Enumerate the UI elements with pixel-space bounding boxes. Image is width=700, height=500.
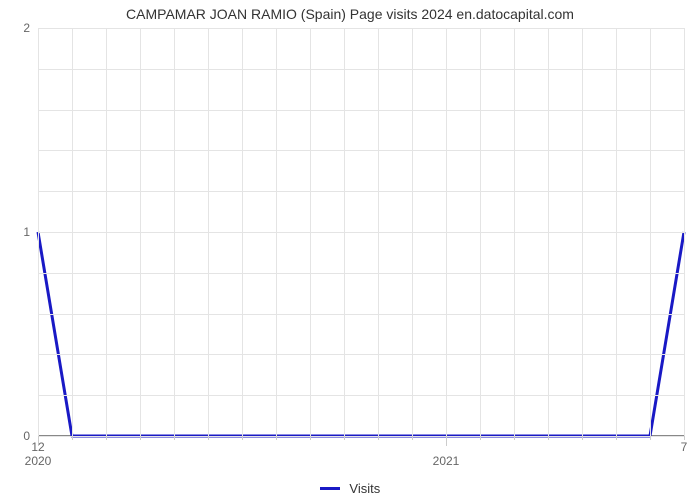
grid-line-vertical xyxy=(446,28,447,436)
grid-line-vertical xyxy=(174,28,175,436)
x-tick-mark xyxy=(514,436,515,440)
grid-line-horizontal xyxy=(38,28,684,29)
grid-line-vertical xyxy=(616,28,617,436)
x-tick-mark xyxy=(310,436,311,440)
grid-line-horizontal xyxy=(38,354,684,355)
chart-container: CAMPAMAR JOAN RAMIO (Spain) Page visits … xyxy=(0,0,700,500)
x-tick-mark xyxy=(378,436,379,440)
legend-label: Visits xyxy=(349,481,380,496)
y-tick-label: 1 xyxy=(23,225,38,239)
x-tick-mark xyxy=(650,436,651,440)
x-tick-mark xyxy=(548,436,549,440)
grid-line-horizontal xyxy=(38,69,684,70)
x-tick-label-minor: 7 xyxy=(681,436,688,454)
plot-area: 01212720202021 xyxy=(38,28,684,436)
x-tick-mark xyxy=(412,436,413,440)
grid-line-vertical xyxy=(650,28,651,436)
grid-line-vertical xyxy=(548,28,549,436)
grid-line-horizontal xyxy=(38,150,684,151)
grid-line-vertical xyxy=(72,28,73,436)
grid-line-horizontal xyxy=(38,314,684,315)
x-tick-mark xyxy=(480,436,481,440)
grid-line-vertical xyxy=(276,28,277,436)
x-tick-label-major: 2021 xyxy=(433,436,460,468)
x-tick-mark xyxy=(174,436,175,440)
y-tick-label: 2 xyxy=(23,21,38,35)
grid-line-vertical xyxy=(412,28,413,436)
grid-line-vertical xyxy=(242,28,243,436)
grid-line-horizontal xyxy=(38,110,684,111)
legend: Visits xyxy=(0,480,700,496)
grid-line-vertical xyxy=(480,28,481,436)
x-tick-mark xyxy=(208,436,209,440)
grid-line-vertical xyxy=(378,28,379,436)
legend-swatch xyxy=(320,487,340,490)
visits-polyline xyxy=(38,232,684,436)
grid-line-horizontal xyxy=(38,273,684,274)
x-tick-mark xyxy=(72,436,73,440)
grid-line-vertical xyxy=(310,28,311,436)
grid-line-vertical xyxy=(208,28,209,436)
x-tick-mark xyxy=(616,436,617,440)
grid-line-vertical xyxy=(344,28,345,436)
grid-line-horizontal xyxy=(38,232,684,233)
grid-line-vertical xyxy=(684,28,685,436)
x-tick-mark xyxy=(242,436,243,440)
x-tick-label-major: 2020 xyxy=(25,436,52,468)
grid-line-horizontal xyxy=(38,436,684,437)
x-tick-mark xyxy=(344,436,345,440)
x-tick-mark xyxy=(106,436,107,440)
grid-line-vertical xyxy=(140,28,141,436)
x-tick-mark xyxy=(276,436,277,440)
grid-line-horizontal xyxy=(38,395,684,396)
grid-line-vertical xyxy=(514,28,515,436)
chart-title: CAMPAMAR JOAN RAMIO (Spain) Page visits … xyxy=(0,6,700,22)
x-tick-mark xyxy=(140,436,141,440)
x-tick-mark xyxy=(582,436,583,440)
grid-line-horizontal xyxy=(38,191,684,192)
grid-line-vertical xyxy=(582,28,583,436)
grid-line-vertical xyxy=(38,28,39,436)
grid-line-vertical xyxy=(106,28,107,436)
